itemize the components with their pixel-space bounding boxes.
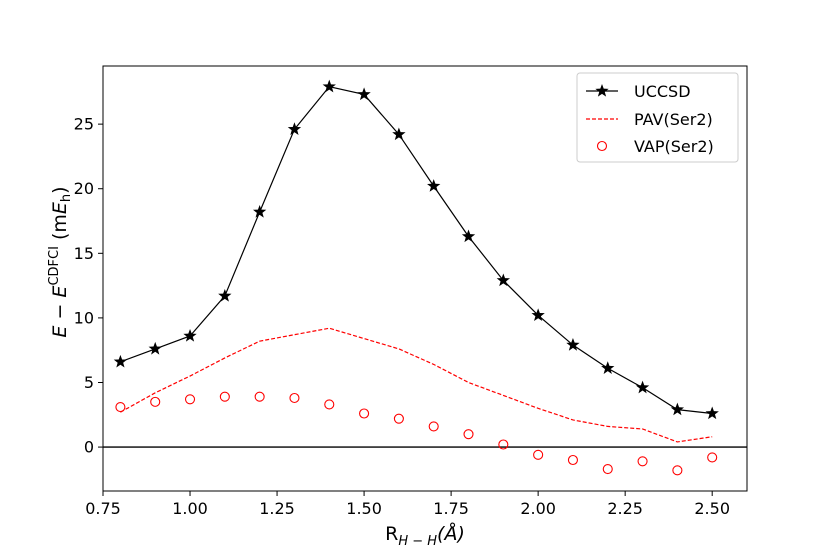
x-tick-label: 2.00 <box>520 499 556 518</box>
legend: UCCSD PAV(Ser2) VAP(Ser2) <box>576 72 739 163</box>
series-uccsd-point <box>496 273 510 287</box>
y-tick-label: 10 <box>74 308 94 327</box>
series-uccsd-point <box>566 338 580 351</box>
series-vap-point <box>602 463 613 475</box>
series-uccsd-point <box>635 380 650 394</box>
x-axis-label: RH − H(Å) <box>385 522 465 549</box>
series-vap-point <box>498 439 509 450</box>
series-uccsd-point <box>357 87 371 101</box>
series-vap-point <box>184 394 196 405</box>
legend-vap-circle-icon <box>596 140 608 152</box>
series-uccsd-point <box>427 179 441 192</box>
series-vap-point <box>428 421 439 432</box>
y-tick-label: 20 <box>74 179 94 198</box>
series-uccsd-point <box>113 354 128 368</box>
series-vap-point <box>254 391 265 402</box>
plot-frame <box>102 65 748 492</box>
series-vap-point <box>359 408 370 419</box>
series-uccsd-point <box>670 402 685 416</box>
series-vap-point <box>567 454 578 466</box>
y-tick-label: 15 <box>74 244 94 263</box>
series-uccsd-point <box>218 288 232 302</box>
series-pav-line <box>120 327 713 443</box>
series-uccsd-point <box>252 204 267 218</box>
series-uccsd-point <box>705 406 719 420</box>
x-tick-label: 1.50 <box>346 499 382 518</box>
series-vap-point <box>533 449 544 460</box>
x-tick-label: 0.75 <box>85 499 121 518</box>
series-vap-point <box>219 391 230 402</box>
series-uccsd-point <box>601 361 615 374</box>
x-tick-label: 2.25 <box>607 499 643 518</box>
series-vap-point <box>672 465 683 476</box>
series-vap-point <box>637 456 648 467</box>
x-tick-label: 1.25 <box>259 499 295 518</box>
x-tick-label: 2.50 <box>694 499 730 518</box>
series-vap-point <box>324 399 335 410</box>
series-uccsd-point <box>148 341 162 355</box>
legend-uccsd-label: UCCSD <box>634 82 691 101</box>
series-vap-point <box>150 396 161 407</box>
series-uccsd-point <box>531 308 545 321</box>
series-vap-point <box>289 392 300 404</box>
legend-uccsd-star-icon <box>595 84 609 97</box>
series-vap-point <box>115 401 126 413</box>
series-vap-point <box>463 429 474 440</box>
series-uccsd-point <box>287 122 302 135</box>
y-tick-label: 25 <box>74 115 94 134</box>
y-tick-label: 0 <box>84 438 94 457</box>
legend-frame <box>576 72 739 163</box>
series-uccsd-line <box>120 86 713 415</box>
series-uccsd-point <box>392 127 406 141</box>
y-tick-label: 5 <box>84 373 94 392</box>
x-tick-label: 1.00 <box>172 499 208 518</box>
x-tick-label: 1.75 <box>433 499 469 518</box>
series-uccsd-point <box>322 79 336 93</box>
y-axis-label: E − ECDFCI (mEh) <box>47 186 74 337</box>
series-vap-point <box>393 413 404 424</box>
series-vap-point <box>707 452 718 463</box>
series-uccsd-point <box>183 328 197 342</box>
legend-pav-label: PAV(Ser2) <box>634 110 713 129</box>
series-uccsd-point <box>461 229 476 243</box>
legend-vap-label: VAP(Ser2) <box>634 137 714 156</box>
